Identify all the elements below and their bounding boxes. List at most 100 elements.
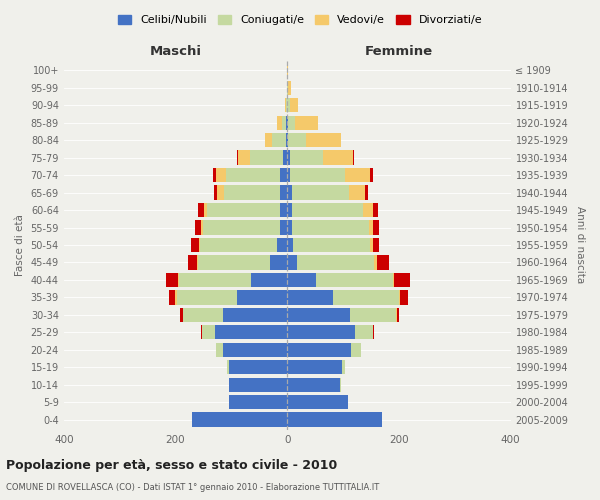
Bar [213, 168, 287, 182]
Bar [271, 256, 287, 270]
Bar [224, 186, 287, 200]
Bar [287, 238, 293, 252]
Bar [217, 186, 287, 200]
Bar [286, 98, 287, 112]
Bar [280, 220, 287, 234]
Bar [199, 238, 287, 252]
Bar [287, 203, 292, 217]
Bar [287, 378, 341, 392]
Bar [272, 133, 287, 148]
Bar [216, 168, 287, 182]
Bar [283, 150, 287, 165]
Bar [277, 116, 287, 130]
Bar [287, 80, 289, 95]
Bar [287, 186, 292, 200]
Bar [226, 168, 287, 182]
Bar [202, 325, 287, 340]
Bar [229, 378, 287, 392]
Bar [287, 63, 289, 78]
Bar [286, 116, 287, 130]
Bar [169, 290, 287, 304]
Bar [180, 308, 287, 322]
Text: Popolazione per età, sesso e stato civile - 2010: Popolazione per età, sesso e stato civil… [6, 460, 337, 472]
Bar [287, 220, 379, 234]
Bar [227, 360, 287, 374]
Bar [229, 395, 287, 409]
Bar [192, 412, 287, 427]
Bar [287, 273, 316, 287]
Bar [287, 238, 373, 252]
Bar [200, 238, 287, 252]
Bar [287, 308, 395, 322]
Bar [192, 412, 287, 427]
Bar [223, 308, 287, 322]
Bar [199, 203, 287, 217]
Bar [229, 378, 287, 392]
Bar [287, 238, 379, 252]
Bar [229, 378, 287, 392]
Bar [216, 342, 287, 357]
Bar [287, 116, 289, 130]
Text: COMUNE DI ROVELLASCA (CO) - Dati ISTAT 1° gennaio 2010 - Elaborazione TUTTITALIA: COMUNE DI ROVELLASCA (CO) - Dati ISTAT 1… [6, 484, 379, 492]
Bar [287, 256, 297, 270]
Bar [179, 273, 287, 287]
Bar [287, 98, 298, 112]
Bar [250, 150, 287, 165]
Bar [287, 378, 340, 392]
Bar [287, 412, 382, 427]
Bar [287, 116, 295, 130]
Bar [277, 116, 287, 130]
Bar [287, 150, 323, 165]
Bar [287, 186, 368, 200]
Bar [287, 308, 350, 322]
Bar [287, 342, 361, 357]
Bar [287, 150, 353, 165]
Bar [287, 98, 290, 112]
Bar [227, 360, 287, 374]
Bar [280, 186, 287, 200]
Bar [287, 98, 298, 112]
Bar [287, 150, 290, 165]
Bar [215, 325, 287, 340]
Bar [287, 168, 373, 182]
Bar [287, 308, 397, 322]
Bar [176, 290, 287, 304]
Bar [287, 220, 292, 234]
Bar [287, 203, 363, 217]
Bar [192, 412, 287, 427]
Bar [229, 378, 287, 392]
Bar [287, 412, 382, 427]
Bar [287, 220, 369, 234]
Bar [287, 360, 345, 374]
Bar [178, 273, 287, 287]
Bar [214, 186, 287, 200]
Text: Femmine: Femmine [365, 45, 433, 58]
Bar [216, 342, 287, 357]
Bar [287, 412, 382, 427]
Bar [285, 98, 287, 112]
Bar [238, 150, 287, 165]
Bar [287, 238, 370, 252]
Bar [200, 220, 287, 234]
Bar [237, 150, 287, 165]
Bar [287, 360, 342, 374]
Bar [287, 80, 291, 95]
Bar [229, 395, 287, 409]
Bar [287, 186, 365, 200]
Bar [287, 256, 374, 270]
Bar [201, 325, 287, 340]
Bar [251, 273, 287, 287]
Bar [287, 360, 345, 374]
Bar [198, 256, 287, 270]
Bar [197, 256, 287, 270]
Bar [287, 395, 347, 409]
Bar [216, 342, 287, 357]
Bar [287, 150, 353, 165]
Bar [287, 412, 382, 427]
Bar [265, 133, 287, 148]
Bar [287, 395, 347, 409]
Bar [285, 98, 287, 112]
Bar [229, 360, 287, 374]
Bar [287, 133, 341, 148]
Bar [229, 395, 287, 409]
